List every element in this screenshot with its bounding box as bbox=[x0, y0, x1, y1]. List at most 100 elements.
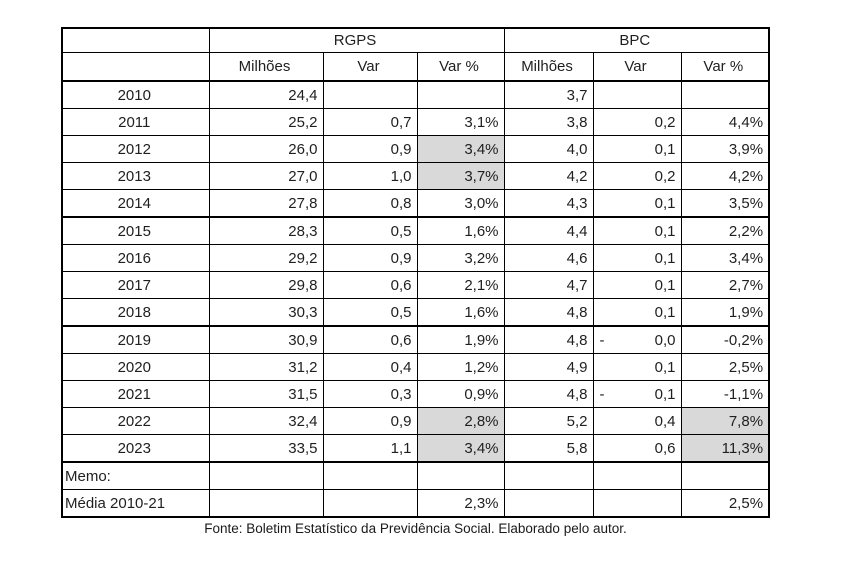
value-cell: 29,8 bbox=[208, 271, 324, 299]
year-cell: 2022 bbox=[61, 407, 210, 435]
table-row: 2014 27,8 0,8 3,0% 4,3 0,1 3,5% bbox=[61, 189, 770, 218]
memo-label-cell: Média 2010-21 bbox=[61, 489, 210, 518]
value-cell: 3,0% bbox=[416, 189, 505, 218]
value-cell: 4,4% bbox=[680, 108, 770, 136]
year-cell: 2020 bbox=[61, 353, 210, 381]
blank-header-cell bbox=[61, 52, 210, 82]
group-header-rgps: RGPS bbox=[208, 27, 505, 53]
value-cell: 3,5% bbox=[680, 189, 770, 218]
table-row: Média 2010-21 2,3% 2,5% bbox=[61, 489, 770, 518]
value-cell: 0,4 bbox=[322, 353, 418, 381]
accounting-value: 0,0 bbox=[654, 331, 676, 349]
value-cell: 1,1 bbox=[322, 434, 418, 463]
table-row: 2017 29,8 0,6 2,1% 4,7 0,1 2,7% bbox=[61, 271, 770, 299]
value-cell: 1,6% bbox=[416, 216, 505, 245]
value-cell bbox=[503, 489, 594, 518]
column-header-3: Milhões bbox=[503, 52, 594, 82]
value-cell: 0,9 bbox=[322, 135, 418, 163]
value-cell: 1,0 bbox=[322, 162, 418, 190]
value-cell: 0,5 bbox=[322, 216, 418, 245]
value-cell: 0,9 bbox=[322, 244, 418, 272]
value-cell: 3,7 bbox=[503, 80, 594, 109]
table-row: Memo: bbox=[61, 461, 770, 490]
value-cell: 3,4% bbox=[416, 135, 505, 163]
value-cell: 4,2% bbox=[680, 162, 770, 190]
table-header: RGPS BPC Milhões Var Var % Milhões Var Var % bbox=[61, 27, 770, 82]
value-cell: 0,9% bbox=[416, 380, 505, 408]
value-cell: - 0,1 bbox=[592, 380, 682, 408]
year-cell: 2013 bbox=[61, 162, 210, 190]
value-cell: 28,3 bbox=[208, 216, 324, 245]
year-cell: 2021 bbox=[61, 380, 210, 408]
value-cell bbox=[680, 80, 770, 109]
table-container: RGPS BPC Milhões Var Var % Milhões Var Var % 20… bbox=[61, 27, 771, 518]
value-cell: - 0,0 bbox=[592, 325, 682, 354]
corner-cell bbox=[61, 27, 210, 53]
value-cell: 5,2 bbox=[503, 407, 594, 435]
year-cell: 2015 bbox=[61, 216, 210, 245]
value-cell: 2,5% bbox=[680, 353, 770, 381]
value-cell: 4,8 bbox=[503, 325, 594, 354]
value-cell: 25,2 bbox=[208, 108, 324, 136]
value-cell bbox=[416, 80, 505, 109]
accounting-minus: - bbox=[599, 331, 605, 349]
value-cell: 32,4 bbox=[208, 407, 324, 435]
memo-label-cell: Memo: bbox=[61, 461, 210, 490]
accounting-value: 0,1 bbox=[654, 385, 676, 403]
value-cell: 0,1 bbox=[592, 271, 682, 299]
value-cell bbox=[592, 489, 682, 518]
value-cell: 0,1 bbox=[592, 244, 682, 272]
value-cell: 3,7% bbox=[416, 162, 505, 190]
value-cell: 31,2 bbox=[208, 353, 324, 381]
value-cell: 27,0 bbox=[208, 162, 324, 190]
column-header-row: Milhões Var Var % Milhões Var Var % bbox=[61, 52, 770, 82]
value-cell: 0,7 bbox=[322, 108, 418, 136]
table-row: 2021 31,5 0,3 0,9% 4,8- 0,1 -1,1% bbox=[61, 380, 770, 408]
value-cell: 1,9% bbox=[416, 325, 505, 354]
source-note: Fonte: Boletim Estatístico da Previdênci… bbox=[204, 521, 627, 536]
value-cell: 0,1 bbox=[592, 298, 682, 327]
value-cell: 29,2 bbox=[208, 244, 324, 272]
value-cell: 1,2% bbox=[416, 353, 505, 381]
value-cell: 2,3% bbox=[416, 489, 505, 518]
value-cell: 4,9 bbox=[503, 353, 594, 381]
value-cell: 0,6 bbox=[592, 434, 682, 463]
table-row: 2013 27,0 1,0 3,7% 4,2 0,2 4,2% bbox=[61, 162, 770, 190]
year-cell: 2019 bbox=[61, 325, 210, 354]
value-cell: 0,3 bbox=[322, 380, 418, 408]
table-row: 2022 32,4 0,9 2,8% 5,2 0,4 7,8% bbox=[61, 407, 770, 435]
table-row: 2018 30,3 0,5 1,6% 4,8 0,1 1,9% bbox=[61, 298, 770, 327]
value-cell: 4,6 bbox=[503, 244, 594, 272]
value-cell bbox=[322, 80, 418, 109]
value-cell: 2,2% bbox=[680, 216, 770, 245]
value-cell: 30,9 bbox=[208, 325, 324, 354]
value-cell: 3,1% bbox=[416, 108, 505, 136]
group-header-row: RGPS BPC bbox=[61, 27, 770, 53]
value-cell: 2,8% bbox=[416, 407, 505, 435]
value-cell: 1,6% bbox=[416, 298, 505, 327]
value-cell: 24,4 bbox=[208, 80, 324, 109]
table-row: 2015 28,3 0,5 1,6% 4,4 0,1 2,2% bbox=[61, 216, 770, 245]
value-cell bbox=[322, 461, 418, 490]
value-cell: 4,8 bbox=[503, 380, 594, 408]
column-header-2: Var % bbox=[416, 52, 505, 82]
table-row: 2020 31,2 0,4 1,2% 4,9 0,1 2,5% bbox=[61, 353, 770, 381]
year-cell: 2012 bbox=[61, 135, 210, 163]
year-cell: 2023 bbox=[61, 434, 210, 463]
table-row: 2019 30,9 0,6 1,9% 4,8- 0,0 -0,2% bbox=[61, 325, 770, 354]
value-cell: 3,4% bbox=[680, 244, 770, 272]
value-cell: 4,3 bbox=[503, 189, 594, 218]
value-cell: 7,8% bbox=[680, 407, 770, 435]
value-cell bbox=[592, 80, 682, 109]
value-cell: 0,1 bbox=[592, 216, 682, 245]
year-cell: 2010 bbox=[61, 80, 210, 109]
value-cell bbox=[592, 461, 682, 490]
column-header-4: Var bbox=[592, 52, 682, 82]
value-cell: 4,4 bbox=[503, 216, 594, 245]
value-cell: 2,1% bbox=[416, 271, 505, 299]
year-cell: 2014 bbox=[61, 189, 210, 218]
column-header-1: Var bbox=[322, 52, 418, 82]
value-cell: 31,5 bbox=[208, 380, 324, 408]
value-cell bbox=[503, 461, 594, 490]
table-row: 2023 33,5 1,1 3,4% 5,8 0,6 11,3% bbox=[61, 434, 770, 463]
